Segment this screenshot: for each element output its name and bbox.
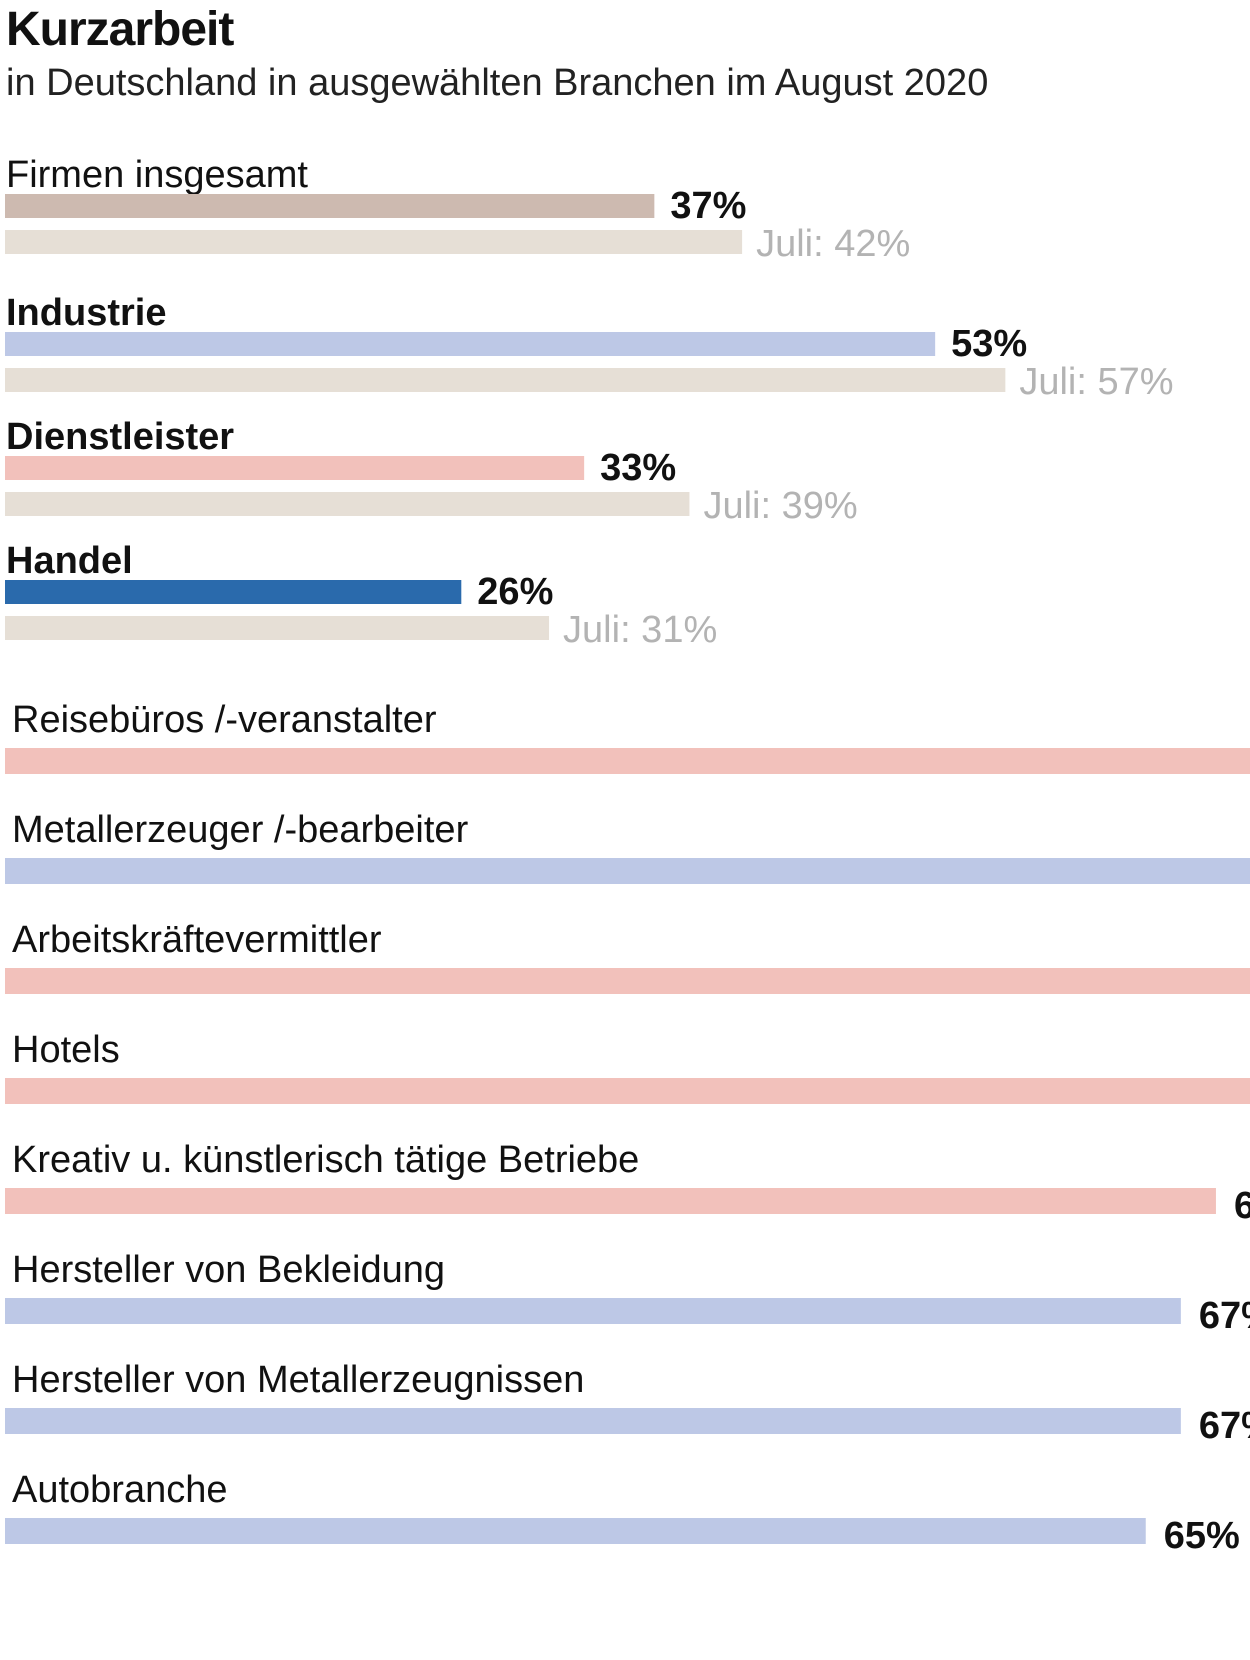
branch-label: Kreativ u. künstlerisch tätige Betriebe [12, 1139, 639, 1181]
branch-bar [5, 1518, 1146, 1544]
branch-bar [5, 858, 1250, 884]
branch-label: Reisebüros /-veranstalter [12, 699, 437, 741]
branch-label: Autobranche [12, 1469, 228, 1511]
july-bar [5, 616, 550, 640]
branch-value-label: 69% [1234, 1185, 1250, 1227]
summary-category-label: Dienstleister [6, 416, 234, 458]
chart-subtitle: in Deutschland in ausgewählten Branchen … [6, 62, 989, 104]
summary-category-label: Firmen insgesamt [6, 154, 308, 196]
august-bar [5, 456, 585, 480]
branch-bar [5, 1078, 1250, 1104]
branch-value-label: 67% [1199, 1295, 1250, 1337]
july-value-label: Juli: 57% [1019, 361, 1173, 403]
july-bar [5, 368, 1006, 392]
august-value-label: 33% [600, 447, 676, 489]
branch-bar [5, 1408, 1181, 1434]
august-bar [5, 580, 462, 604]
july-bar [5, 230, 743, 254]
august-bar [5, 332, 936, 356]
august-value-label: 53% [951, 323, 1027, 365]
july-value-label: Juli: 42% [756, 223, 910, 265]
august-bar [5, 194, 655, 218]
branch-bar [5, 1298, 1181, 1324]
branch-label: Hotels [12, 1029, 120, 1071]
july-bar [5, 492, 690, 516]
branch-bar [5, 1188, 1216, 1214]
branch-label: Hersteller von Bekleidung [12, 1249, 445, 1291]
july-value-label: Juli: 39% [703, 485, 857, 527]
branch-bar [5, 968, 1250, 994]
summary-category-label: Industrie [6, 292, 166, 334]
branch-label: Hersteller von Metallerzeugnissen [12, 1359, 584, 1401]
branch-bar [5, 748, 1250, 774]
july-value-label: Juli: 31% [563, 609, 717, 651]
branch-label: Arbeitskräftevermittler [12, 919, 382, 961]
summary-category-label: Handel [6, 540, 133, 582]
branch-label: Metallerzeuger /-bearbeiter [12, 809, 469, 851]
august-value-label: 37% [670, 185, 746, 227]
august-value-label: 26% [477, 571, 553, 613]
chart-title: Kurzarbeit [6, 3, 234, 56]
branch-value-label: 67% [1199, 1405, 1250, 1447]
branch-value-label: 65% [1164, 1515, 1240, 1557]
